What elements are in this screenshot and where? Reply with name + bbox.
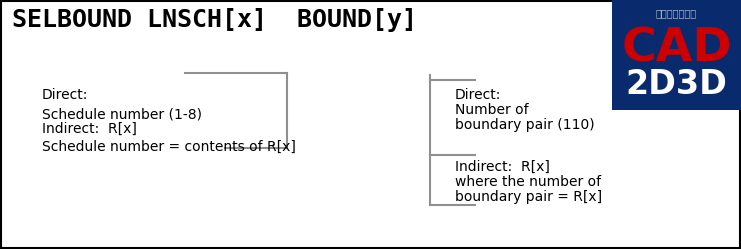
- Text: Indirect:  R[x]: Indirect: R[x]: [42, 122, 137, 136]
- Text: boundary pair = R[x]: boundary pair = R[x]: [455, 190, 602, 204]
- Text: SELBOUND LNSCH[x]  BOUND[y]: SELBOUND LNSCH[x] BOUND[y]: [12, 8, 417, 32]
- Text: where the number of: where the number of: [455, 175, 601, 189]
- Text: Direct:: Direct:: [42, 88, 88, 102]
- Text: Schedule number (1-8): Schedule number (1-8): [42, 107, 202, 121]
- Text: Indirect:  R[x]: Indirect: R[x]: [455, 160, 550, 174]
- Bar: [612, 0, 741, 110]
- Text: 工业自动化专家: 工业自动化专家: [656, 8, 697, 18]
- Text: 2D3D: 2D3D: [625, 68, 728, 101]
- Text: CAD: CAD: [621, 26, 732, 71]
- Text: Schedule number = contents of R[x]: Schedule number = contents of R[x]: [42, 140, 296, 154]
- Text: Number of: Number of: [455, 103, 528, 117]
- Text: boundary pair (110): boundary pair (110): [455, 118, 594, 132]
- Text: Direct:: Direct:: [455, 88, 502, 102]
